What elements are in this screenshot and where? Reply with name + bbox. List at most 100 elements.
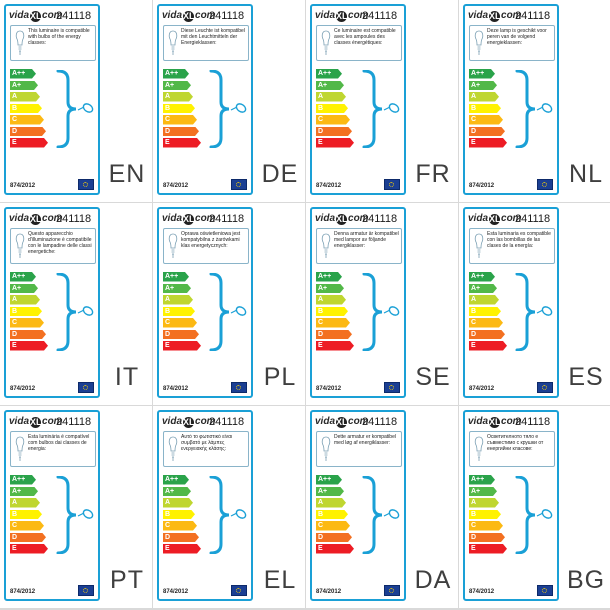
brace-icon	[515, 70, 553, 148]
energy-class-bar: C	[10, 115, 44, 125]
energy-class-bar: C	[469, 318, 503, 328]
logo-mark: XL	[30, 214, 42, 225]
brace-icon	[515, 273, 553, 351]
energy-class-bar: A++	[163, 69, 189, 79]
energy-class-bar: A	[316, 92, 346, 102]
description-text: Denna armatur är kompatibel med lampor a…	[334, 231, 399, 249]
brand-logo: vidaXLcom	[315, 416, 369, 428]
brace-icon	[209, 476, 247, 554]
product-code: 241118	[56, 213, 92, 225]
regulation-number: 874/2012	[469, 589, 495, 595]
energy-class-bar: C	[316, 521, 350, 531]
brand-logo: vidaXLcom	[162, 213, 216, 225]
logo-mark: XL	[489, 214, 501, 225]
info-box: Deze lamp is geschikt voor peren van de …	[469, 25, 555, 61]
description-text: Esta luminária é compatível com bulbos d…	[28, 434, 90, 452]
product-code: 241118	[209, 416, 245, 428]
info-box: Questo apparecchio d'illuminazione è com…	[10, 228, 96, 264]
energy-class-bar: A++	[10, 475, 36, 485]
brand-logo: vidaXLcom	[162, 10, 216, 22]
energy-class-bar: E	[10, 544, 48, 554]
language-code: PL	[263, 363, 297, 391]
info-box: Denna armatur är kompatibel med lampor a…	[316, 228, 402, 264]
energy-class-bar: C	[316, 115, 350, 125]
lamp-icon	[230, 306, 247, 316]
product-code: 241118	[362, 416, 398, 428]
label-cell: vidaXLcom 241118 Oprawa oświetleniowa je…	[153, 203, 305, 405]
eu-flag-icon	[231, 179, 247, 190]
regulation-number: 874/2012	[316, 183, 342, 189]
energy-label: vidaXLcom 241118 Diese Leuchte ist kompa…	[157, 4, 253, 195]
logo-mark: XL	[489, 11, 501, 22]
regulation-number: 874/2012	[163, 183, 189, 189]
language-code: NL	[569, 160, 603, 188]
description-text: Esta luminaria es compatible con las bom…	[487, 231, 551, 249]
energy-class-bar: D	[10, 330, 46, 340]
energy-class-bar: C	[10, 521, 44, 531]
eu-flag-icon	[384, 179, 400, 190]
energy-label: vidaXLcom 241118 Questo apparecchio d'il…	[4, 207, 100, 398]
label-cell: vidaXLcom 241118 Deze lamp is geschikt v…	[459, 0, 610, 202]
product-code: 241118	[56, 416, 92, 428]
logo-mark: XL	[30, 417, 42, 428]
energy-label: vidaXLcom 241118 Dette armatur er kompat…	[310, 410, 406, 601]
light-bulb-icon	[321, 436, 331, 461]
description-text: Diese Leuchte ist kompatibel mit den Leu…	[181, 28, 245, 46]
language-code: IT	[114, 363, 140, 391]
energy-label: vidaXLcom 241118 Denna armatur är kompat…	[310, 207, 406, 398]
energy-class-bar: C	[316, 318, 350, 328]
energy-class-bar: E	[163, 138, 201, 148]
energy-class-bar: A++	[316, 475, 342, 485]
description-text: This luminaire is compatible with bulbs …	[28, 28, 90, 46]
light-bulb-icon	[168, 233, 178, 258]
energy-scale: A++ A+ A B C D E	[163, 475, 205, 555]
energy-class-bar: A+	[10, 284, 38, 294]
regulation-number: 874/2012	[469, 183, 495, 189]
brand-logo: vidaXLcom	[315, 213, 369, 225]
light-bulb-icon	[15, 30, 25, 55]
language-code: SE	[415, 363, 451, 391]
energy-class-bar: A	[10, 92, 40, 102]
energy-class-bar: B	[163, 510, 195, 520]
energy-class-bar: D	[469, 330, 505, 340]
energy-class-bar: A	[10, 295, 40, 305]
energy-class-bar: A+	[10, 81, 38, 91]
energy-class-bar: C	[163, 521, 197, 531]
product-code: 241118	[362, 10, 398, 22]
energy-class-bar: D	[10, 127, 46, 137]
light-bulb-icon	[474, 436, 484, 461]
eu-flag-icon	[231, 382, 247, 393]
label-cell: vidaXLcom 241118 Ce luminaire est compat…	[306, 0, 458, 202]
energy-label: vidaXLcom 241118 This luminaire is compa…	[4, 4, 100, 195]
logo-mark: XL	[183, 417, 195, 428]
energy-class-bar: D	[10, 533, 46, 543]
energy-class-bar: A+	[163, 81, 191, 91]
label-cell: vidaXLcom 241118 This luminaire is compa…	[0, 0, 152, 202]
description-text: Осветителното тяло е съвместимо с крушки…	[487, 434, 544, 452]
energy-class-bar: E	[10, 341, 48, 351]
energy-class-bar: B	[316, 307, 348, 317]
info-box: Dette armatur er kompatibel med løg af e…	[316, 431, 402, 467]
regulation-number: 874/2012	[316, 589, 342, 595]
energy-class-bar: B	[469, 104, 501, 114]
energy-class-bar: A+	[163, 487, 191, 497]
brace-icon	[56, 476, 94, 554]
energy-class-bar: A+	[316, 81, 344, 91]
lamp-icon	[536, 306, 553, 316]
energy-class-bar: A++	[469, 69, 495, 79]
energy-label: vidaXLcom 241118 Ce luminaire est compat…	[310, 4, 406, 195]
energy-class-bar: A++	[163, 475, 189, 485]
logo-mark: XL	[30, 11, 42, 22]
brand-logo: vidaXLcom	[162, 416, 216, 428]
language-code: FR	[415, 160, 451, 188]
eu-flag-icon	[384, 585, 400, 596]
energy-scale: A++ A+ A B C D E	[469, 475, 511, 555]
lamp-icon	[77, 103, 94, 113]
lamp-icon	[536, 103, 553, 113]
energy-class-bar: A	[469, 498, 499, 508]
info-box: Осветителното тяло е съвместимо с крушки…	[469, 431, 555, 467]
product-code: 241118	[209, 10, 245, 22]
eu-flag-icon	[537, 179, 553, 190]
energy-class-bar: A	[316, 295, 346, 305]
